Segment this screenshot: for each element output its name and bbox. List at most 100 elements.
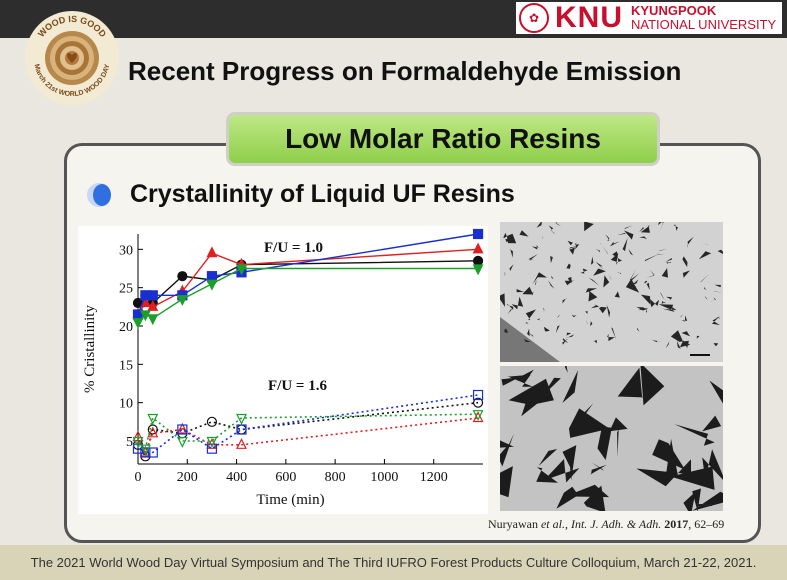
crystal-shape bbox=[528, 254, 538, 261]
university-name-line2: NATIONAL UNIVERSITY bbox=[631, 17, 777, 32]
crystal-shape bbox=[543, 459, 580, 483]
data-point bbox=[206, 443, 218, 454]
data-point bbox=[147, 290, 158, 301]
crystal-shape bbox=[507, 308, 512, 315]
crystal-shape bbox=[624, 230, 634, 240]
crystal-shape bbox=[704, 286, 707, 291]
data-point bbox=[472, 264, 484, 276]
crystal-shape bbox=[507, 233, 517, 244]
data-point bbox=[206, 436, 218, 448]
university-name-line1: KYUNGPOOK bbox=[631, 3, 717, 18]
crystal-shape bbox=[590, 321, 593, 327]
data-point bbox=[147, 447, 158, 458]
crystal-shape bbox=[674, 424, 715, 446]
x-axis-label: Time (min) bbox=[256, 492, 324, 508]
crystal-shape bbox=[609, 417, 628, 432]
data-point bbox=[147, 413, 159, 425]
crystal-shape bbox=[565, 332, 572, 337]
crystal-shape bbox=[709, 297, 716, 303]
university-short-name: KNU bbox=[555, 1, 623, 34]
crystal-shape bbox=[525, 309, 536, 321]
crystal-shape bbox=[670, 330, 683, 342]
crystal-shape bbox=[599, 306, 607, 314]
crystal-shape bbox=[647, 225, 650, 227]
y-tick-label: 20 bbox=[119, 320, 133, 335]
annotation-fu-1-6: F/U = 1.6 bbox=[268, 378, 327, 394]
data-point bbox=[176, 295, 188, 307]
crystal-shape bbox=[646, 269, 655, 278]
crystal-shape bbox=[586, 288, 598, 302]
crystal-shape bbox=[548, 225, 554, 231]
crystal-shape bbox=[617, 367, 648, 398]
crystallinity-chart: 5 10 15 20 25 30 0 200 400 600 800 1000 1200 Time (mi… bbox=[82, 228, 484, 508]
banner-label: Low Molar Ratio Resins bbox=[285, 123, 601, 154]
crystal-shape bbox=[562, 445, 577, 481]
crystal-shape bbox=[583, 485, 606, 511]
x-tick-label: 0 bbox=[135, 470, 142, 485]
crystal-shape bbox=[504, 328, 509, 333]
crystal-shape bbox=[536, 467, 558, 483]
series-line bbox=[137, 394, 479, 454]
crystal-shape bbox=[652, 340, 663, 343]
data-point bbox=[236, 264, 247, 276]
data-point bbox=[177, 271, 188, 282]
data-point bbox=[147, 426, 159, 438]
crystal-shape bbox=[673, 224, 678, 231]
data-point bbox=[132, 436, 144, 448]
crystal-shape bbox=[585, 288, 598, 293]
crystal-shape bbox=[545, 377, 561, 394]
y-tick-label: 10 bbox=[119, 397, 133, 412]
x-tick-label: 400 bbox=[226, 470, 247, 485]
crystal-shape bbox=[676, 340, 681, 349]
crystal-shape bbox=[661, 301, 666, 304]
crystal-shape bbox=[639, 236, 647, 240]
crystal-shape bbox=[632, 279, 639, 285]
data-point bbox=[472, 255, 484, 266]
crystal-shape bbox=[666, 296, 672, 301]
crystal-shape bbox=[593, 268, 606, 276]
crystal-shape bbox=[571, 314, 577, 318]
crystal-shape bbox=[562, 298, 567, 304]
university-full-name: KYUNGPOOK NATIONAL UNIVERSITY bbox=[631, 4, 776, 32]
crystal-shape bbox=[569, 246, 578, 249]
crystal-shape bbox=[536, 222, 542, 228]
crystal-shape bbox=[704, 295, 708, 301]
crystal-shape bbox=[692, 491, 723, 511]
data-point bbox=[206, 416, 218, 427]
citation-journal: et al., Int. J. Adh. & Adh. bbox=[540, 517, 665, 531]
crystal-shape bbox=[506, 304, 514, 310]
crystal-shape bbox=[652, 439, 686, 470]
series-line bbox=[137, 417, 479, 455]
crystal-shape bbox=[574, 242, 580, 250]
crystal-shape bbox=[657, 253, 665, 256]
crystal-shape bbox=[636, 327, 640, 332]
data-point bbox=[236, 424, 247, 435]
crystal-shape bbox=[550, 230, 556, 235]
crystal-shape bbox=[617, 272, 622, 275]
citation-authors: Nuryawan bbox=[488, 517, 541, 531]
x-tick-label: 200 bbox=[177, 470, 198, 485]
crystal-shape bbox=[536, 318, 544, 321]
crystal-shape bbox=[665, 340, 670, 349]
crystal-shape bbox=[644, 254, 659, 262]
data-point bbox=[472, 242, 484, 254]
crystal-shape bbox=[565, 334, 575, 339]
y-tick-label: 5 bbox=[126, 435, 133, 450]
crystal-shape bbox=[565, 366, 568, 373]
data-point bbox=[236, 413, 247, 425]
citation: Nuryawan et al., Int. J. Adh. & Adh. 201… bbox=[488, 517, 724, 532]
data-point bbox=[139, 310, 151, 322]
crystal-shape bbox=[585, 311, 588, 315]
crystal-shape bbox=[603, 275, 610, 288]
crystal-shape bbox=[679, 314, 683, 318]
series-line bbox=[137, 248, 479, 315]
crystal-shape bbox=[711, 316, 720, 325]
crystal-shape bbox=[590, 303, 600, 309]
crystal-shape bbox=[681, 315, 688, 322]
crystal-shape bbox=[521, 391, 538, 417]
crystal-shape bbox=[605, 234, 610, 241]
x-tick-label: 1000 bbox=[370, 470, 398, 485]
crystal-shape bbox=[661, 268, 668, 278]
crystal-shape bbox=[650, 299, 660, 308]
crystal-shape bbox=[682, 270, 690, 278]
